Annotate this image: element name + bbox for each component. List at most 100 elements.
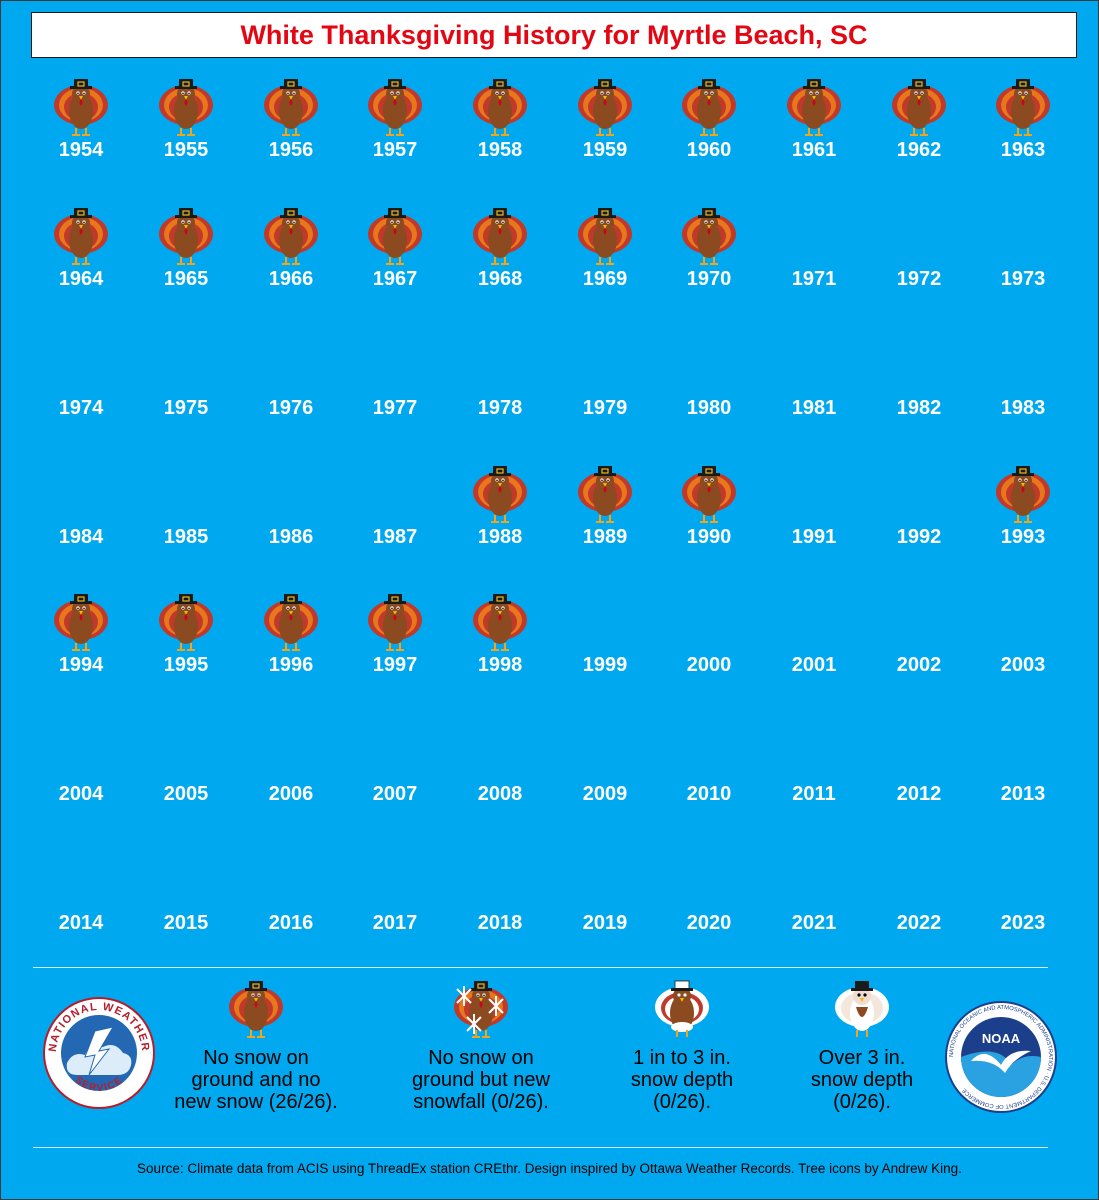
year-label: 2019 xyxy=(582,912,628,934)
year-label: 2000 xyxy=(686,654,732,676)
year-label: 1981 xyxy=(791,397,837,419)
year-label: 1989 xyxy=(582,526,628,548)
year-label: 1967 xyxy=(372,268,418,290)
year-cell: 2015 xyxy=(134,846,238,974)
year-label: 1994 xyxy=(58,654,104,676)
year-cell: 1986 xyxy=(239,460,343,588)
year-label: 1966 xyxy=(268,268,314,290)
year-cell: 2016 xyxy=(239,846,343,974)
turkey-snowflakes-icon xyxy=(453,980,509,1038)
year-cell: 1977 xyxy=(343,331,447,459)
year-label: 2023 xyxy=(1000,912,1046,934)
year-cell: 1965 xyxy=(134,202,238,330)
year-label: 2017 xyxy=(372,912,418,934)
turkey-snow-heavy-icon xyxy=(835,981,889,1037)
year-cell: 1995 xyxy=(134,588,238,716)
year-label: 1965 xyxy=(163,268,209,290)
year-cell: 1971 xyxy=(762,202,866,330)
year-cell: 1963 xyxy=(971,73,1075,201)
year-cell: 2023 xyxy=(971,846,1075,974)
turkey-icon xyxy=(472,207,528,265)
year-label: 2007 xyxy=(372,783,418,805)
year-label: 1954 xyxy=(58,139,104,161)
year-cell: 1973 xyxy=(971,202,1075,330)
year-label: 1988 xyxy=(477,526,523,548)
turkey-icon xyxy=(995,78,1051,136)
year-cell: 1962 xyxy=(867,73,971,201)
turkey-icon xyxy=(263,207,319,265)
year-cell: 1956 xyxy=(239,73,343,201)
year-cell: 2014 xyxy=(29,846,133,974)
year-cell: 1991 xyxy=(762,460,866,588)
turkey-icon xyxy=(577,465,633,523)
legend-item-light-snow-depth: 1 in to 3 in. snow depth (0/26). xyxy=(587,977,777,1113)
turkey-snow-light-icon xyxy=(655,980,709,1037)
legend-text-heavy-snow-depth: Over 3 in. snow depth (0/26). xyxy=(810,1047,914,1113)
year-cell: 2005 xyxy=(134,717,238,845)
year-cell: 2013 xyxy=(971,717,1075,845)
year-label: 1982 xyxy=(896,397,942,419)
year-cell: 1955 xyxy=(134,73,238,201)
year-label: 2014 xyxy=(58,912,104,934)
turkey-icon xyxy=(158,593,214,651)
year-label: 1956 xyxy=(268,139,314,161)
turkey-icon xyxy=(158,78,214,136)
turkey-icon xyxy=(891,78,947,136)
legend-text-new-snowfall: No snow on ground but new snowfall (0/26… xyxy=(412,1047,550,1113)
turkey-icon xyxy=(577,78,633,136)
noaa-logo-center-text: NOAA xyxy=(982,1031,1021,1046)
legend-text-no-snow: No snow on ground and no new snow (26/26… xyxy=(174,1047,338,1113)
year-label: 1968 xyxy=(477,268,523,290)
year-label: 1973 xyxy=(1000,268,1046,290)
year-label: 1969 xyxy=(582,268,628,290)
year-label: 1990 xyxy=(686,526,732,548)
page-title: White Thanksgiving History for Myrtle Be… xyxy=(240,19,868,50)
turkey-icon xyxy=(472,78,528,136)
year-cell: 1983 xyxy=(971,331,1075,459)
year-cell: 1978 xyxy=(448,331,552,459)
turkey-icon xyxy=(681,207,737,265)
year-cell: 1987 xyxy=(343,460,447,588)
year-cell: 2022 xyxy=(867,846,971,974)
year-label: 2022 xyxy=(896,912,942,934)
year-label: 1979 xyxy=(582,397,628,419)
divider-bottom xyxy=(33,1147,1048,1148)
year-label: 2021 xyxy=(791,912,837,934)
year-grid: 1954 1955 1956 1957 1958 1959 1960 1961 1962 1963… xyxy=(1,1,1098,961)
year-cell: 2001 xyxy=(762,588,866,716)
year-cell: 2009 xyxy=(553,717,657,845)
year-label: 2015 xyxy=(163,912,209,934)
year-cell: 1967 xyxy=(343,202,447,330)
year-label: 1998 xyxy=(477,654,523,676)
turkey-icon xyxy=(158,207,214,265)
year-label: 1977 xyxy=(372,397,418,419)
year-label: 1963 xyxy=(1000,139,1046,161)
year-label: 1999 xyxy=(582,654,628,676)
year-label: 2012 xyxy=(896,783,942,805)
year-label: 1975 xyxy=(163,397,209,419)
year-cell: 1959 xyxy=(553,73,657,201)
year-cell: 1972 xyxy=(867,202,971,330)
year-cell: 2006 xyxy=(239,717,343,845)
divider-top xyxy=(33,967,1048,968)
year-cell: 1988 xyxy=(448,460,552,588)
year-label: 2009 xyxy=(582,783,628,805)
year-label: 1978 xyxy=(477,397,523,419)
year-cell: 1997 xyxy=(343,588,447,716)
year-cell: 1985 xyxy=(134,460,238,588)
year-cell: 2018 xyxy=(448,846,552,974)
year-cell: 1992 xyxy=(867,460,971,588)
year-cell: 1982 xyxy=(867,331,971,459)
year-cell: 1970 xyxy=(657,202,761,330)
turkey-icon xyxy=(263,78,319,136)
year-cell: 1984 xyxy=(29,460,133,588)
year-cell: 1958 xyxy=(448,73,552,201)
source-credit: Source: Climate data from ACIS using Thr… xyxy=(137,1161,962,1176)
year-label: 2016 xyxy=(268,912,314,934)
year-label: 2006 xyxy=(268,783,314,805)
year-cell: 1980 xyxy=(657,331,761,459)
year-cell: 2012 xyxy=(867,717,971,845)
year-cell: 2008 xyxy=(448,717,552,845)
year-cell: 1954 xyxy=(29,73,133,201)
